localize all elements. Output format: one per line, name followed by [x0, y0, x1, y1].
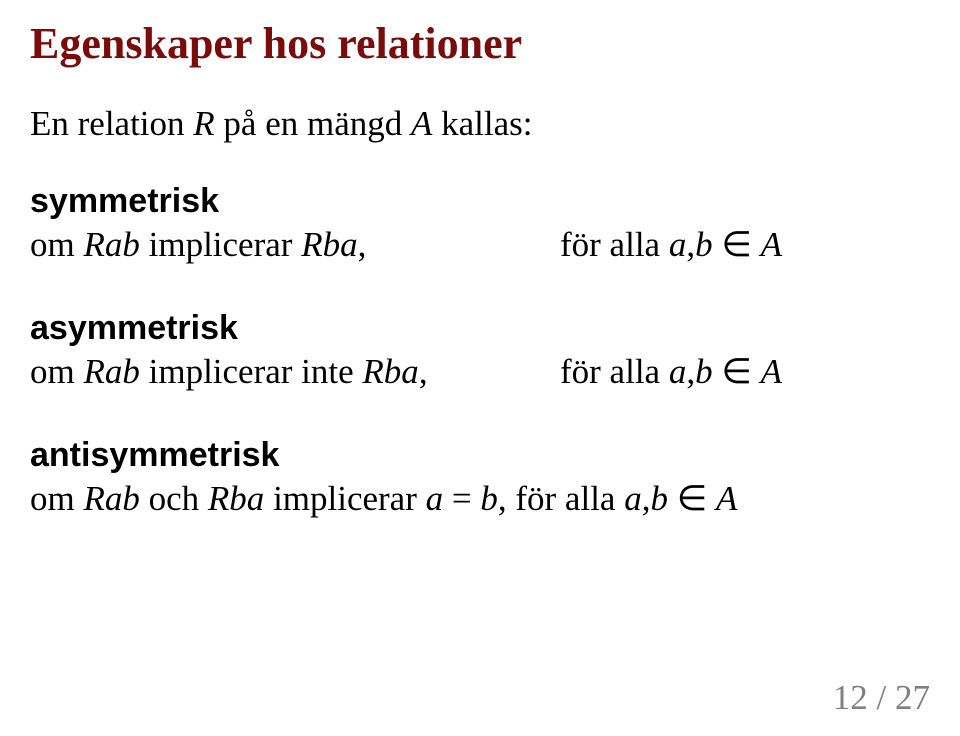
- slide-title: Egenskaper hos relationer: [30, 20, 930, 68]
- anti-in: ∈: [668, 479, 716, 518]
- anti-a1: a: [426, 479, 444, 518]
- def-antisymmetric-label: antisymmetrisk: [30, 436, 930, 475]
- sym-in: ∈: [713, 225, 761, 264]
- anti-comma: ,: [498, 479, 516, 518]
- asym-prefix: om: [30, 352, 83, 391]
- anti-b2: b: [650, 479, 668, 518]
- anti-eq: =: [443, 479, 480, 518]
- sym-forall: för alla a,b ∈ A: [560, 225, 930, 265]
- page-sep: /: [868, 678, 895, 717]
- page-current: 12: [833, 678, 868, 717]
- def-antisymmetric-line: om Rab och Rba implicerar a = b, för all…: [30, 479, 930, 519]
- sym-prefix: om: [30, 225, 83, 264]
- anti-Rba: Rba: [208, 479, 264, 518]
- sym-sep: ,: [686, 225, 695, 264]
- def-symmetric-left: symmetrisk om Rab implicerar Rba,: [30, 182, 560, 265]
- anti-Rab: Rab: [83, 479, 139, 518]
- intro-line: En relation R på en mängd A kallas:: [30, 104, 930, 144]
- sym-b: b: [695, 225, 713, 264]
- asym-for-prefix: för alla: [560, 352, 669, 391]
- def-symmetric-label: symmetrisk: [30, 182, 560, 221]
- sym-mid: implicerar: [140, 225, 301, 264]
- anti-and: och: [140, 479, 208, 518]
- def-asymmetric-label: asymmetrisk: [30, 309, 560, 348]
- page-total: 27: [895, 678, 930, 717]
- slide: Egenskaper hos relationer En relation R …: [0, 0, 960, 736]
- def-asymmetric: asymmetrisk om Rab implicerar inte Rba, …: [30, 309, 930, 392]
- sym-comma: ,: [358, 225, 367, 264]
- intro-R: R: [193, 104, 214, 143]
- sym-for-prefix: för alla: [560, 225, 669, 264]
- def-asymmetric-right: . för alla a,b ∈ A: [560, 309, 930, 392]
- asym-Rab: Rab: [83, 352, 139, 391]
- anti-A: A: [716, 479, 737, 518]
- def-asymmetric-line: om Rab implicerar inte Rba,: [30, 352, 560, 392]
- def-symmetric-right: . för alla a,b ∈ A: [560, 182, 930, 265]
- asym-in: ∈: [713, 352, 761, 391]
- asym-a: a: [669, 352, 687, 391]
- def-antisymmetric: antisymmetrisk om Rab och Rba implicerar…: [30, 436, 930, 519]
- intro-mid: på en mängd: [215, 104, 411, 143]
- anti-prefix: om: [30, 479, 83, 518]
- sym-a: a: [669, 225, 687, 264]
- def-symmetric-line: om Rab implicerar Rba,: [30, 225, 560, 265]
- intro-prefix: En relation: [30, 104, 193, 143]
- page-number: 12 / 27: [833, 678, 930, 718]
- def-symmetric: symmetrisk om Rab implicerar Rba, . för …: [30, 182, 930, 265]
- def-asymmetric-left: asymmetrisk om Rab implicerar inte Rba,: [30, 309, 560, 392]
- anti-mid: implicerar: [264, 479, 425, 518]
- anti-b1: b: [480, 479, 498, 518]
- asym-sep: ,: [686, 352, 695, 391]
- asym-A: A: [761, 352, 782, 391]
- intro-suffix: kallas:: [432, 104, 532, 143]
- sym-A: A: [761, 225, 782, 264]
- asym-b: b: [695, 352, 713, 391]
- sym-Rba: Rba: [301, 225, 357, 264]
- asym-forall: för alla a,b ∈ A: [560, 352, 930, 392]
- anti-for: för alla: [515, 479, 624, 518]
- sym-Rab: Rab: [83, 225, 139, 264]
- intro-A: A: [411, 104, 432, 143]
- definitions: symmetrisk om Rab implicerar Rba, . för …: [30, 182, 930, 519]
- asym-Rba: Rba: [362, 352, 418, 391]
- asym-comma: ,: [419, 352, 428, 391]
- asym-mid: implicerar inte: [140, 352, 363, 391]
- anti-a2: a: [624, 479, 642, 518]
